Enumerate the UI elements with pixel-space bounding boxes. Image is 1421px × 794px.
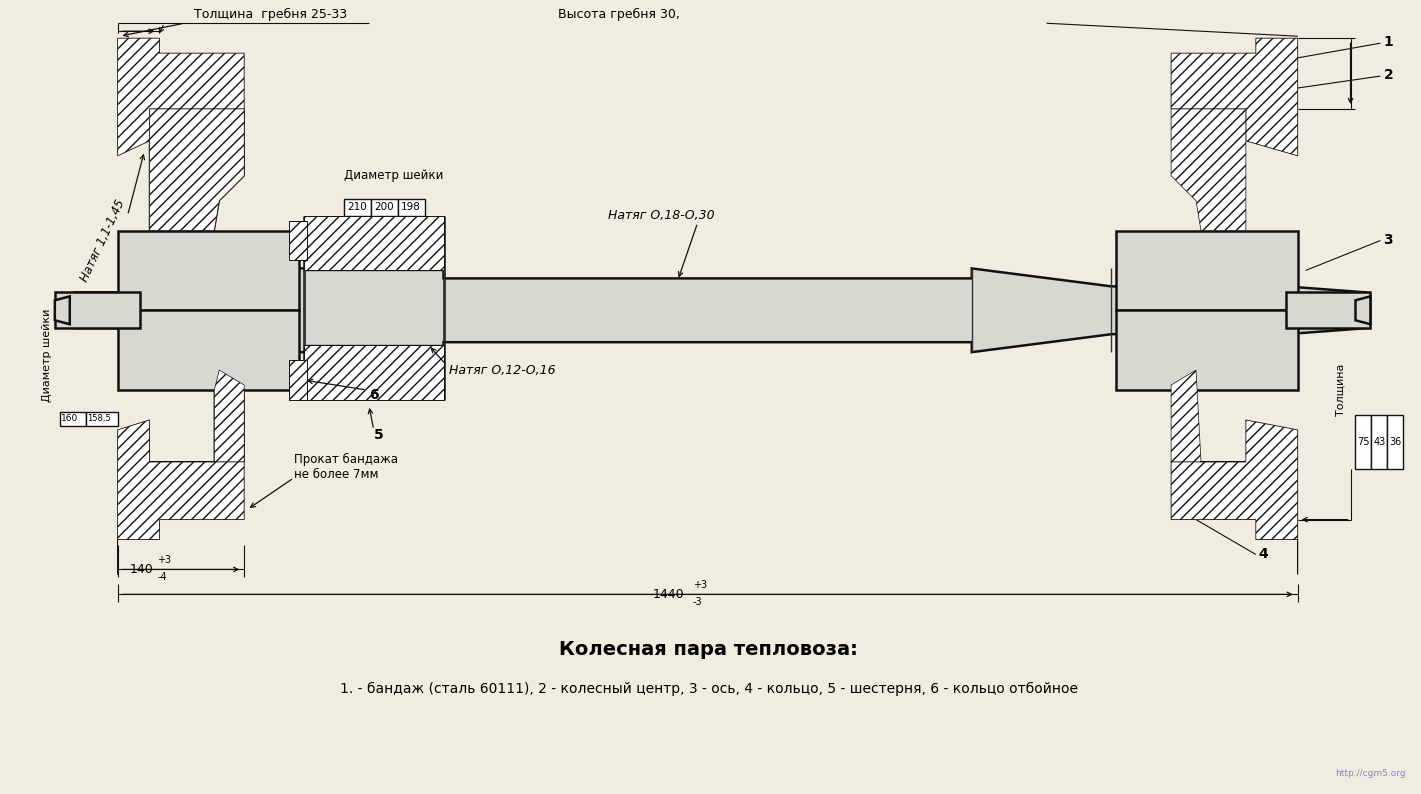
Polygon shape: [118, 310, 298, 390]
Bar: [371, 198, 398, 216]
Polygon shape: [1117, 310, 1297, 390]
Polygon shape: [118, 230, 298, 310]
Text: 198: 198: [401, 202, 421, 212]
Text: 43: 43: [1374, 437, 1385, 447]
Polygon shape: [304, 345, 443, 400]
Polygon shape: [55, 296, 70, 324]
Polygon shape: [1171, 109, 1246, 230]
Text: Толщина: Толщина: [1336, 364, 1346, 416]
Text: Толщина  гребня 25-33: Толщина гребня 25-33: [195, 8, 348, 21]
Text: 75: 75: [1357, 437, 1370, 447]
Text: 6: 6: [369, 388, 378, 402]
Bar: [344, 198, 371, 216]
Text: 5: 5: [374, 428, 384, 442]
Text: Натяг О,12-О,16: Натяг О,12-О,16: [449, 364, 556, 376]
Text: 1. - бандаж (сталь 60111), 2 - колесный центр, 3 - ось, 4 - кольцо, 5 - шестерня: 1. - бандаж (сталь 60111), 2 - колесный …: [340, 682, 1077, 696]
Text: 1: 1: [1384, 35, 1393, 49]
Polygon shape: [149, 109, 244, 230]
Text: -3: -3: [692, 597, 702, 607]
Text: 200: 200: [374, 202, 394, 212]
Bar: [1356, 415, 1371, 468]
Text: 158,5: 158,5: [87, 414, 111, 423]
Text: 2: 2: [1384, 68, 1393, 82]
Bar: [85, 412, 118, 426]
Text: 160: 160: [61, 414, 78, 423]
Text: Диаметр шейки: Диаметр шейки: [41, 308, 51, 402]
Polygon shape: [149, 370, 244, 462]
Polygon shape: [149, 109, 244, 230]
Text: 1440: 1440: [652, 588, 685, 601]
Polygon shape: [1356, 296, 1370, 324]
Bar: [1387, 415, 1404, 468]
Text: -4: -4: [158, 572, 168, 583]
Polygon shape: [288, 221, 307, 260]
Bar: [398, 198, 425, 216]
Text: Натяг О,18-О,30: Натяг О,18-О,30: [608, 209, 715, 222]
Polygon shape: [288, 360, 307, 400]
Polygon shape: [118, 420, 244, 574]
Text: Высота гребня 30,: Высота гребня 30,: [558, 8, 681, 21]
Text: http://cgm5.org: http://cgm5.org: [1336, 769, 1407, 778]
Polygon shape: [75, 268, 1366, 353]
Polygon shape: [149, 370, 244, 462]
Bar: [1371, 415, 1387, 468]
Text: Натяг 1,1-1,45: Натяг 1,1-1,45: [78, 198, 128, 283]
Polygon shape: [55, 292, 139, 328]
Text: +3: +3: [158, 556, 172, 565]
Polygon shape: [1171, 370, 1246, 462]
Text: 4: 4: [1259, 548, 1269, 561]
Text: 210: 210: [347, 202, 367, 212]
Bar: [60, 412, 85, 426]
Text: 36: 36: [1390, 437, 1401, 447]
Polygon shape: [1171, 420, 1297, 574]
Polygon shape: [1117, 230, 1297, 310]
Polygon shape: [1286, 292, 1370, 328]
Text: +3: +3: [692, 580, 706, 591]
Polygon shape: [1171, 38, 1297, 156]
Text: Колесная пара тепловоза:: Колесная пара тепловоза:: [560, 640, 858, 659]
Polygon shape: [304, 216, 443, 271]
Text: Диаметр шейки: Диаметр шейки: [344, 169, 443, 183]
Text: 140: 140: [129, 563, 153, 576]
Text: Прокат бандажа
не более 7мм: Прокат бандажа не более 7мм: [294, 453, 398, 481]
Text: 3: 3: [1384, 233, 1393, 246]
Polygon shape: [118, 38, 244, 156]
